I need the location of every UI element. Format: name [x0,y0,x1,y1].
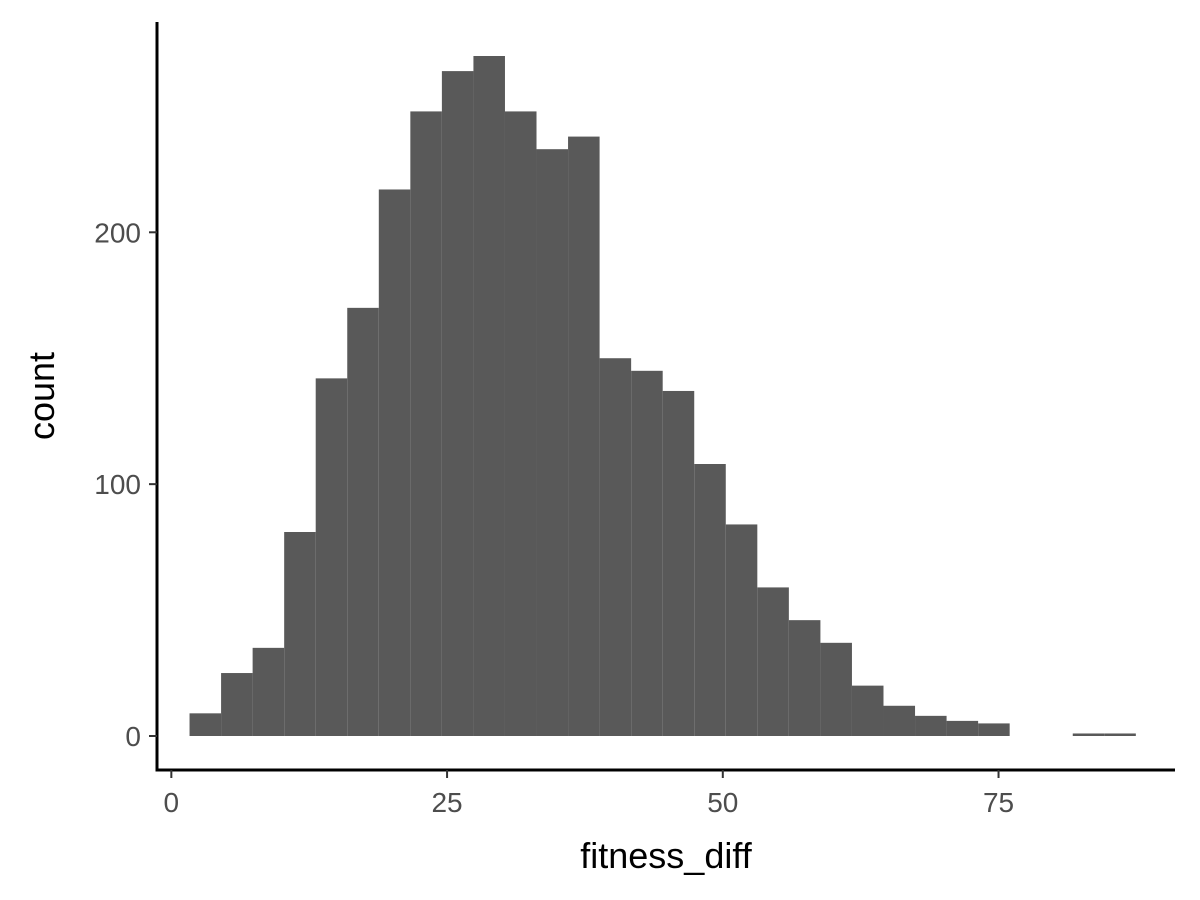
histogram-bar-22 [883,705,916,736]
histogram-bar-9 [473,56,505,736]
histogram-bar-25 [978,723,1010,736]
histogram-bar-20 [820,642,852,736]
x-axis-title: fitness_diff [580,835,752,876]
histogram-bar-15 [662,390,695,736]
histogram-bar-19 [788,620,821,736]
histogram-bar-17 [725,524,758,736]
x-tick-label-2: 50 [707,787,738,818]
histogram-bar-3 [284,532,316,736]
histogram-bar-8 [441,71,474,737]
histogram-bar-24 [946,720,979,736]
histogram-bar-7 [410,111,442,736]
x-tick-label-1: 25 [431,787,462,818]
x-tick-label-0: 0 [164,787,180,818]
x-tick-label-3: 75 [983,787,1014,818]
histogram-bar-4 [315,378,348,736]
y-tick-label-1: 100 [94,469,141,500]
ticks-group: 0 25 50 75 0 100 200 [94,217,1014,818]
histogram-bar-16 [694,464,726,736]
histogram-bar-29 [1104,733,1136,736]
histogram-bar-23 [915,715,947,736]
histogram-bar-0 [189,713,222,736]
axes-group [155,22,1175,772]
histogram-bar-12 [568,136,600,737]
histogram-bar-11 [536,149,569,736]
histogram-bar-10 [504,111,537,736]
histogram-bar-13 [599,358,632,736]
histogram-bar-14 [631,370,663,736]
histogram-bar-21 [851,685,884,736]
y-tick-label-0: 0 [125,721,141,752]
bars-group [189,56,1136,737]
histogram-bar-5 [347,307,379,736]
y-axis-title: count [21,352,62,440]
histogram-bar-28 [1072,733,1105,736]
histogram-bar-2 [252,647,285,736]
histogram-bar-1 [221,673,253,736]
y-tick-label-2: 200 [94,217,141,248]
histogram-bar-18 [757,587,789,736]
histogram-bar-6 [378,189,411,737]
